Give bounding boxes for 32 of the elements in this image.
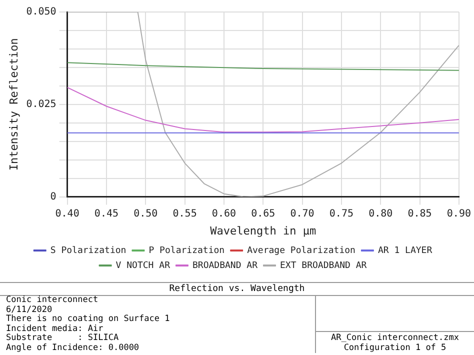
x-tick-label: 0.60 bbox=[212, 208, 236, 220]
x-tick-label: 0.85 bbox=[408, 208, 432, 220]
y-tick-label: 0 bbox=[50, 191, 56, 202]
x-axis-title: Wavelength in µm bbox=[210, 224, 316, 238]
x-tick-label: 0.65 bbox=[251, 208, 276, 220]
text: Reflection vs. Wavelength bbox=[0, 282, 474, 296]
y-tick-label: 0.050 bbox=[26, 6, 56, 18]
x-tick-label: 0.40 bbox=[55, 208, 80, 220]
x-tick-label: 0.70 bbox=[290, 208, 314, 220]
x-tick-label: 0.80 bbox=[368, 208, 393, 220]
legend-label: V NOTCH AR bbox=[116, 260, 171, 271]
text: Incident media: Air bbox=[6, 324, 104, 334]
x-tick-label: 0.50 bbox=[134, 208, 158, 220]
x-tick-label: 0.55 bbox=[172, 208, 197, 220]
legend-label: EXT BROADBAND AR bbox=[280, 260, 368, 271]
text: AR_Conic interconnect.zmx bbox=[330, 333, 460, 344]
y-tick-label: 0.025 bbox=[26, 98, 56, 110]
legend-label: AR 1 LAYER bbox=[378, 246, 433, 256]
text: 6/11/2020 bbox=[6, 304, 54, 314]
text: Angle of Incidence: 0.0000 bbox=[6, 342, 140, 353]
legend-label: BROADBAND AR bbox=[192, 260, 258, 271]
text: Conic interconnect bbox=[6, 295, 100, 306]
x-tick-label: 0.45 bbox=[94, 208, 119, 220]
y-axis-title: Intensity Reflection bbox=[7, 38, 20, 171]
text: Substrate : SILICA bbox=[6, 333, 120, 344]
legend-label: S Polarization bbox=[50, 246, 126, 256]
text: There is no coating on Surface 1 bbox=[6, 314, 171, 324]
legend-label: Average Polarization bbox=[247, 246, 356, 256]
text: Configuration 1 of 5 bbox=[342, 342, 448, 353]
x-tick-label: 0.90 bbox=[446, 208, 472, 220]
x-tick-label: 0.75 bbox=[329, 208, 354, 220]
legend-label: P Polarization bbox=[148, 246, 225, 256]
